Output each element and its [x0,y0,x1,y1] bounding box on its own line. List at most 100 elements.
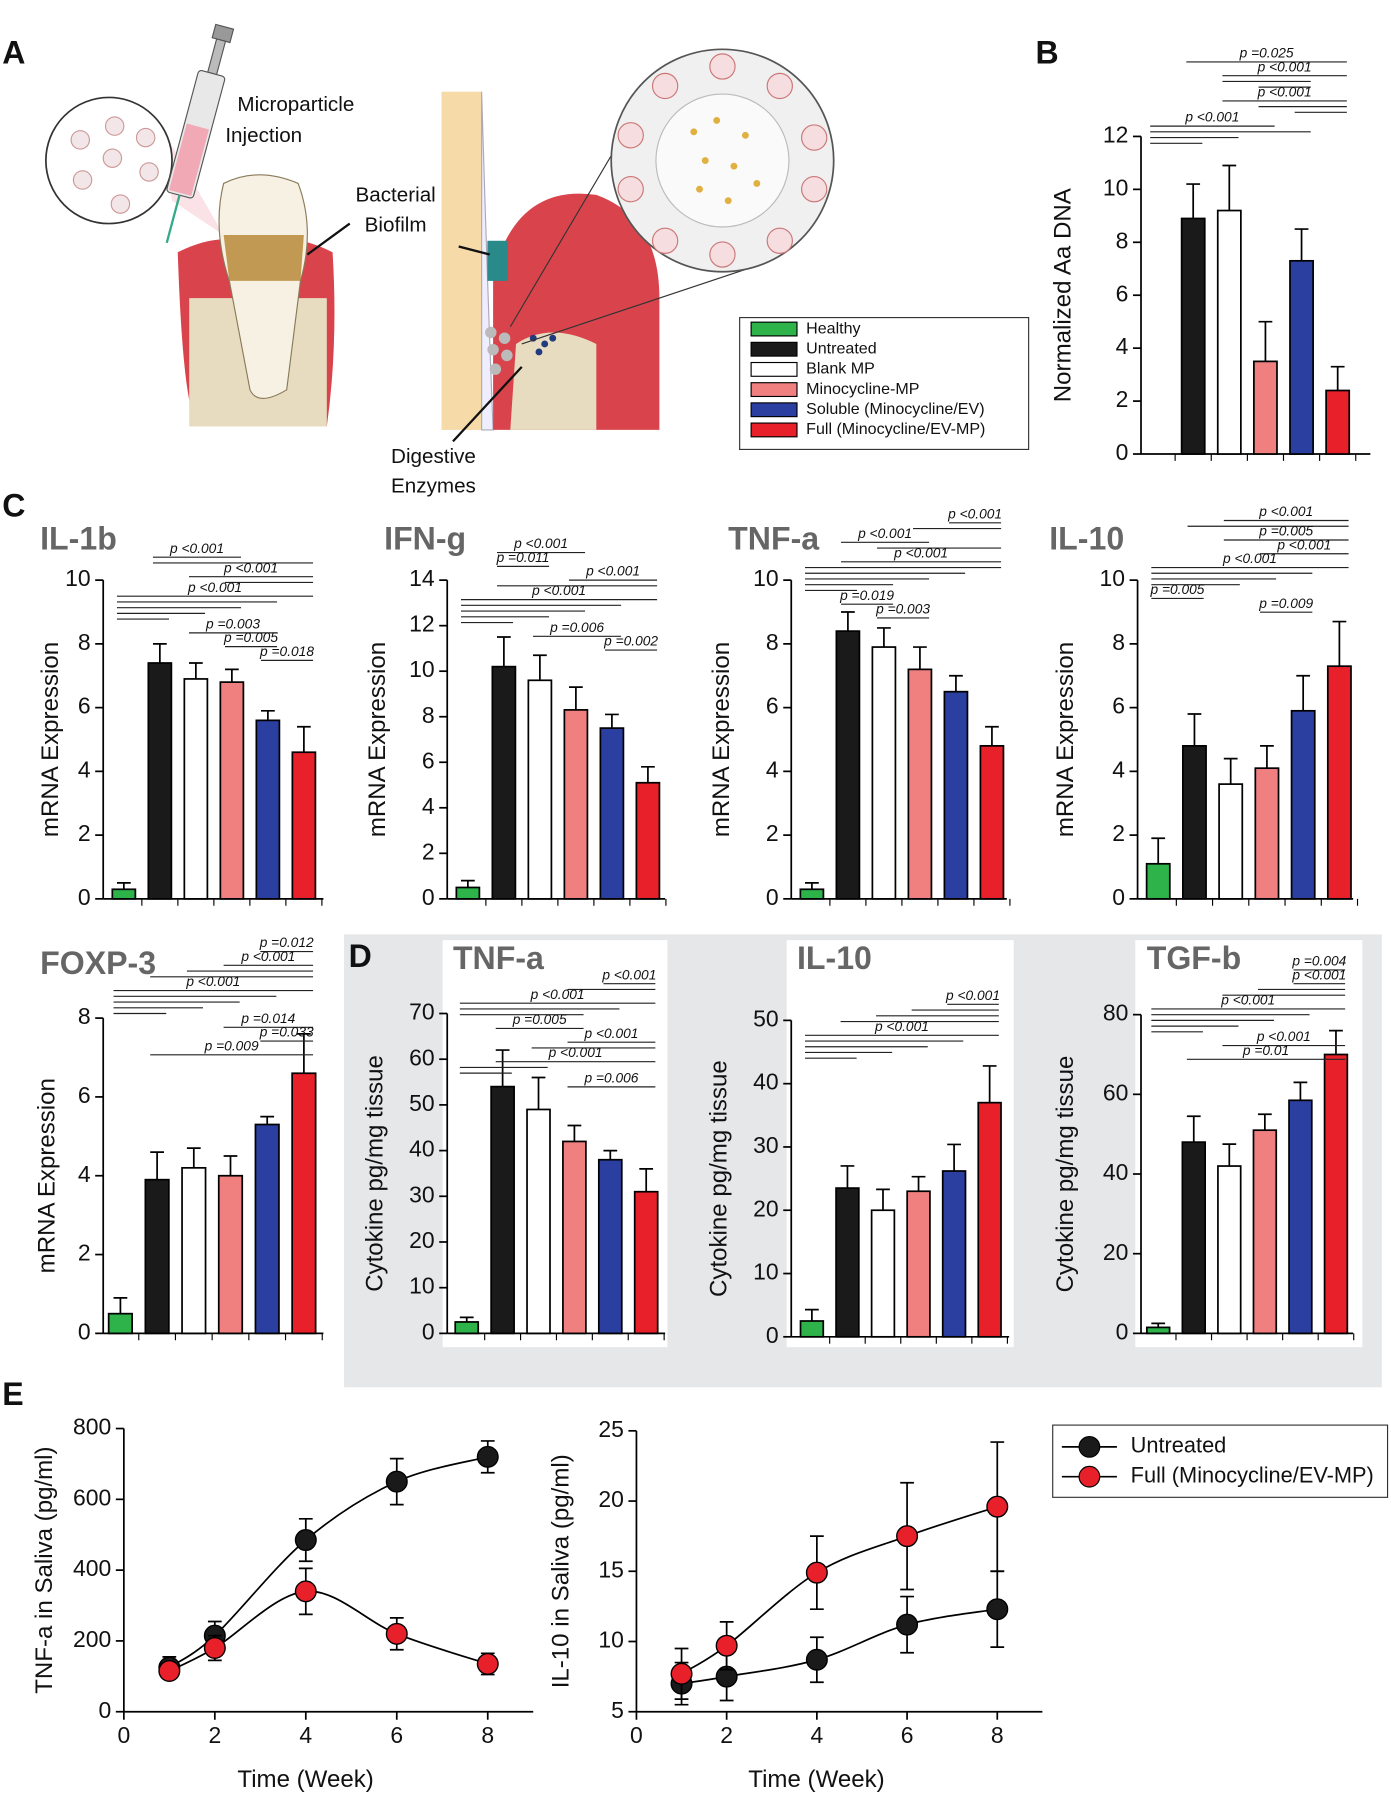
error-bar [152,643,167,663]
y-axis-label: Cytokine pg/mg tissue [361,1055,388,1292]
y-tick-label: 40 [1103,1159,1129,1185]
particles [70,116,159,214]
illustration-label: Digestive [391,445,476,468]
y-tick-label: 8 [78,629,91,655]
y-tick-label: 0 [78,884,91,910]
x-tick-label: 0 [630,1722,643,1748]
bar [1288,1099,1313,1335]
y-axis-label: Normalized Aa DNA [1050,188,1077,402]
bar [799,888,825,900]
panel-label: C [2,487,25,523]
error-bar [947,1143,961,1172]
bacteria [487,240,509,281]
p-value: p =0.005 [1258,524,1313,539]
bar [1181,1141,1206,1335]
illustration-label: Bacterial [355,184,435,207]
data-point [896,1525,919,1548]
y-tick-label: 40 [409,1136,435,1162]
x-tick-label: 6 [390,1722,403,1748]
bar [147,662,173,900]
tooth-surface [481,91,494,431]
bar [1180,217,1206,455]
legend-label: Full (Minocycline/EV-MP) [806,420,985,438]
y-tick-label: 2 [1116,386,1129,412]
p-value: p <0.001 [1222,551,1277,566]
y-tick-label: 20 [409,1227,435,1253]
bar [1325,389,1351,455]
legend-swatch [750,402,798,418]
legend-box [1052,1424,1389,1498]
error-bar [1151,837,1166,864]
bar [526,1108,551,1335]
error-bar [223,1155,238,1176]
y-axis-label: mRNA Expression [37,642,64,837]
p-value: p <0.001 [1291,967,1346,982]
panel-background [786,940,1014,1348]
bar [979,745,1005,900]
x-axis-label: Time (Week) [237,1766,373,1793]
bar [254,1123,280,1335]
bar [941,1170,967,1338]
p-value: p =0.005 [1150,582,1205,597]
data-point [294,1580,317,1603]
legend-swatch [750,422,798,438]
error-bar [460,879,475,888]
bar [835,630,861,900]
data-point [158,1660,181,1683]
y-tick-label: 0 [422,884,435,910]
error-bar [805,882,819,890]
p-value: p =0.012 [259,935,314,950]
p-value: p =0.011 [496,550,550,565]
legend-label: Minocycline-MP [806,380,919,398]
y-tick-label: 5 [611,1697,624,1723]
error-bar [1332,620,1347,667]
data-point [203,1636,226,1660]
y-tick-label: 10 [598,1627,624,1653]
error-bar [186,1147,201,1168]
y-tick-label: 0 [766,884,779,910]
error-bar [1258,320,1273,362]
error-bar [641,765,655,783]
error-bar [150,1151,164,1180]
tooth [218,174,308,399]
y-tick-label: 10 [1099,565,1125,591]
bar [562,1140,587,1335]
p-value: p =0.01 [1242,1043,1289,1058]
bar [1145,1326,1171,1335]
error-bar [1222,164,1237,211]
y-axis-label: mRNA Expression [1052,642,1079,837]
data-point [476,1652,499,1675]
legend-label: Healthy [806,319,860,337]
y-tick-label: 10 [409,1273,435,1299]
bar [1218,783,1244,900]
legend-swatch [750,321,798,337]
bar [943,690,969,900]
data-point [715,1634,738,1657]
chart-title: IL-1b [40,521,117,557]
bar [1181,745,1207,900]
p-value: p <0.001 [548,1045,603,1060]
bar [217,1174,244,1335]
bar [1326,665,1352,900]
legend-swatch [750,361,798,377]
y-tick-label: 6 [78,693,91,719]
y-tick-label: 6 [766,693,779,719]
syringe [165,23,235,244]
y-tick-label: 2 [78,1240,91,1266]
x-tick-label: 2 [720,1722,733,1748]
error-bar [1296,674,1311,711]
legend-marker [1078,1465,1101,1488]
microparticles [485,326,513,375]
x-tick-label: 0 [117,1722,130,1748]
y-tick-label: 4 [1112,756,1125,782]
error-bar [1260,745,1274,769]
bar [1253,360,1278,455]
y-tick-label: 10 [753,1259,779,1285]
p-value: p <0.001 [857,526,912,541]
error-bar [1294,228,1309,261]
error-bar [1187,713,1202,746]
error-bar [496,636,511,667]
y-tick-label: 14 [409,565,435,591]
p-value: p =0.006 [549,620,604,635]
